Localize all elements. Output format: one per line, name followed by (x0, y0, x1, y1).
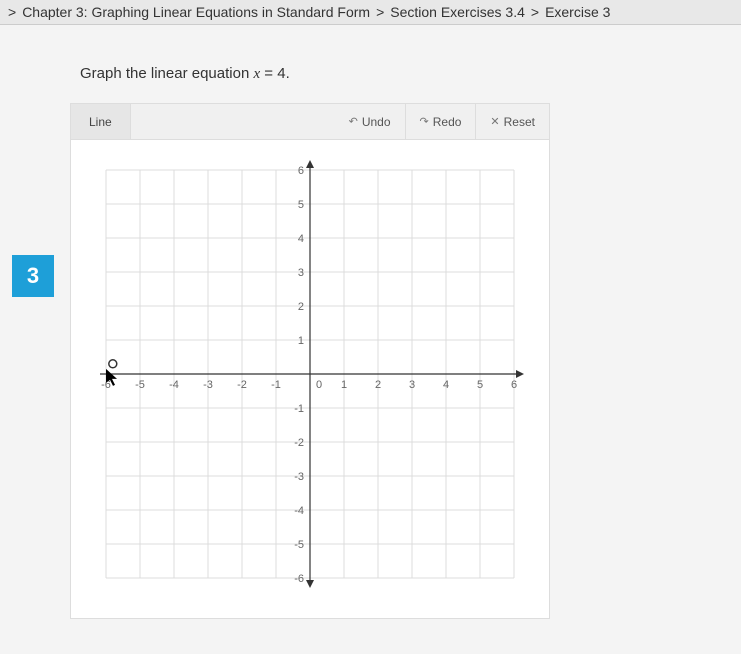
svg-text:-2: -2 (237, 379, 247, 391)
reset-button[interactable]: ✕ Reset (476, 104, 549, 139)
question-number-label: 3 (27, 263, 39, 289)
svg-text:6: 6 (298, 165, 304, 177)
instruction-prefix: Graph the linear equation (80, 65, 253, 82)
undo-button[interactable]: ↶ Undo (335, 104, 406, 139)
breadcrumb: > Chapter 3: Graphing Linear Equations i… (0, 0, 741, 25)
svg-text:5: 5 (477, 379, 483, 391)
reset-icon: ✕ (490, 115, 499, 128)
svg-text:-5: -5 (135, 379, 145, 391)
svg-text:-5: -5 (294, 539, 304, 551)
breadcrumb-sep: > (531, 4, 539, 20)
graph-toolbar: Line ↶ Undo ↷ Redo ✕ Reset (71, 104, 549, 140)
svg-text:-1: -1 (294, 403, 304, 415)
svg-text:-3: -3 (203, 379, 213, 391)
svg-text:-4: -4 (169, 379, 179, 391)
reset-label: Reset (504, 115, 535, 129)
svg-text:6: 6 (511, 379, 517, 391)
svg-text:5: 5 (298, 199, 304, 211)
question-number-badge: 3 (12, 255, 54, 297)
breadcrumb-sep: > (8, 4, 16, 20)
instruction-period: . (286, 65, 290, 82)
redo-label: Redo (433, 115, 462, 129)
svg-text:1: 1 (341, 379, 347, 391)
breadcrumb-chapter[interactable]: Chapter 3: Graphing Linear Equations in … (22, 4, 370, 20)
breadcrumb-exercise[interactable]: Exercise 3 (545, 4, 610, 20)
graph-panel: Line ↶ Undo ↷ Redo ✕ Reset -6 -5 -4 -3 -2 -1 0… (70, 103, 550, 619)
svg-text:3: 3 (298, 267, 304, 279)
svg-text:0: 0 (316, 379, 322, 391)
breadcrumb-sep: > (376, 4, 384, 20)
svg-text:1: 1 (298, 335, 304, 347)
svg-text:-3: -3 (294, 471, 304, 483)
toolbar-spacer (131, 104, 335, 139)
instruction-text: Graph the linear equation x = 4. (80, 65, 741, 83)
redo-button[interactable]: ↷ Redo (406, 104, 477, 139)
svg-text:3: 3 (409, 379, 415, 391)
svg-text:-6: -6 (294, 573, 304, 585)
svg-text:-2: -2 (294, 437, 304, 449)
breadcrumb-section[interactable]: Section Exercises 3.4 (390, 4, 525, 20)
instruction-eq: = (260, 65, 277, 82)
svg-text:2: 2 (298, 301, 304, 313)
line-tool-label: Line (89, 115, 112, 129)
svg-text:4: 4 (298, 233, 304, 245)
redo-icon: ↷ (420, 115, 429, 128)
line-tool-button[interactable]: Line (71, 104, 131, 139)
svg-text:4: 4 (443, 379, 449, 391)
undo-label: Undo (362, 115, 391, 129)
graph-area[interactable]: -6-5-4-3-2-10123456-6-5-4-3-2-1123456 (71, 140, 549, 618)
undo-icon: ↶ (349, 115, 358, 128)
svg-text:-4: -4 (294, 505, 304, 517)
instruction-value: 4 (277, 65, 285, 82)
coordinate-grid[interactable]: -6-5-4-3-2-10123456-6-5-4-3-2-1123456 (86, 150, 534, 598)
svg-text:2: 2 (375, 379, 381, 391)
svg-text:-1: -1 (271, 379, 281, 391)
